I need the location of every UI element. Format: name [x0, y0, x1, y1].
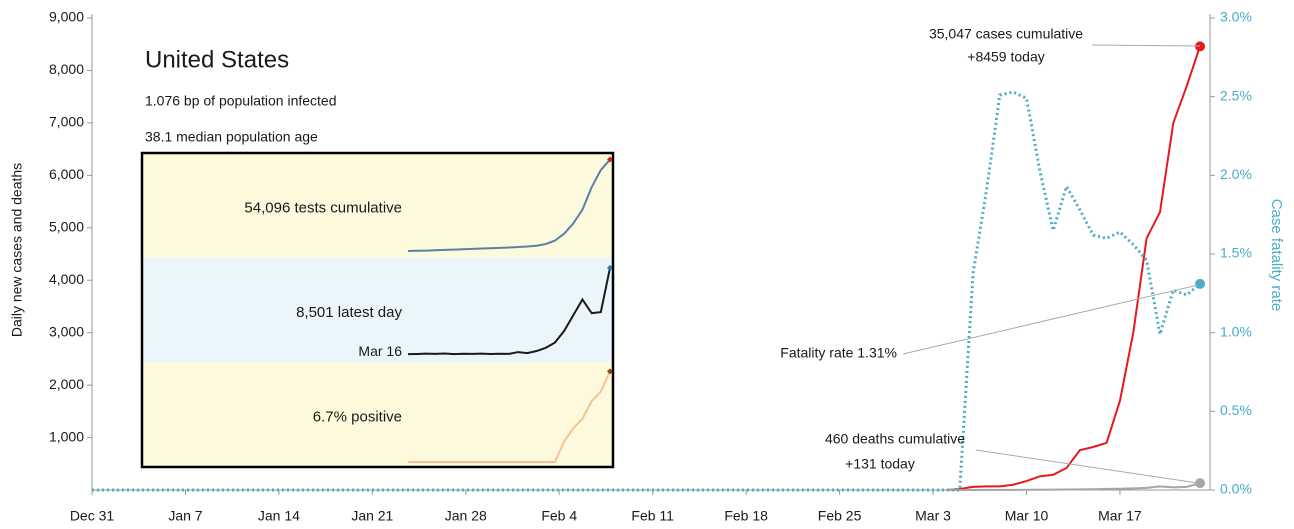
end-marker — [607, 156, 613, 163]
y-tick-label: 2,000 — [49, 376, 84, 392]
y-tick-label: 4,000 — [49, 271, 84, 287]
y-tick-label: 3,000 — [49, 323, 84, 339]
inset-band — [142, 153, 613, 258]
end-marker — [1195, 41, 1206, 52]
sparkline — [408, 370, 611, 463]
inset-band — [142, 257, 613, 363]
series-line — [92, 90, 1201, 492]
y2-tick-label: 1.5% — [1220, 245, 1252, 261]
inset-band — [142, 362, 613, 467]
inset-frame — [140, 151, 615, 469]
y-tick-label: 7,000 — [49, 114, 84, 130]
leader-line — [902, 284, 1199, 355]
sparkline — [407, 267, 611, 356]
x-tick-label: Feb 11 — [631, 508, 674, 524]
x-tick-label: Jan 7 — [168, 508, 202, 524]
leader-line — [1091, 44, 1201, 47]
y2-tick-label: 0.0% — [1220, 481, 1252, 497]
x-tick-label: Mar 10 — [1005, 508, 1049, 524]
subtitle: 1.076 bp of population infected — [145, 93, 337, 109]
y2-axis-label: Case fatality rate — [1268, 199, 1285, 312]
panel-label: 54,096 tests cumulative — [244, 199, 402, 216]
y-tick-label: 9,000 — [49, 9, 84, 25]
x-tick-label: Feb 18 — [724, 508, 768, 524]
panel-label: 8,501 latest day — [296, 304, 402, 321]
chart-title: United States — [145, 46, 289, 73]
end-marker — [1195, 278, 1206, 289]
y-tick-label: 1,000 — [49, 428, 84, 444]
annotation: 35,047 cases cumulative — [929, 26, 1083, 42]
subtitle: 38.1 median population age — [145, 129, 318, 145]
x-tick-label: Dec 31 — [70, 508, 115, 524]
panel-label: 6.7% positive — [313, 409, 402, 426]
y-axis-label: Daily new cases and deaths — [9, 163, 25, 337]
series-line — [946, 482, 1201, 491]
x-tick-label: Jan 14 — [258, 508, 300, 524]
end-marker — [607, 264, 613, 271]
leader-line — [975, 449, 1199, 484]
x-tick-label: Feb 4 — [541, 508, 577, 524]
annotation: 460 deaths cumulative — [825, 431, 965, 447]
end-marker — [607, 368, 613, 375]
y2-tick-label: 1.0% — [1220, 323, 1252, 339]
y-tick-label: 8,000 — [49, 61, 84, 77]
annotation: Fatality rate 1.31% — [780, 345, 897, 361]
y2-tick-label: 3.0% — [1220, 9, 1252, 25]
y-tick-label: 5,000 — [49, 218, 84, 234]
x-tick-label: Mar 17 — [1098, 508, 1142, 524]
x-tick-label: Jan 28 — [445, 508, 487, 524]
sparkline — [407, 158, 611, 252]
panel-date: Mar 16 — [358, 343, 402, 359]
annotation: +131 today — [845, 456, 915, 472]
y-tick-label: 6,000 — [49, 166, 84, 182]
y2-tick-label: 2.5% — [1220, 87, 1252, 103]
x-tick-label: Jan 21 — [351, 508, 393, 524]
end-marker — [1195, 478, 1206, 489]
series-line — [946, 46, 1201, 491]
y2-tick-label: 2.0% — [1220, 166, 1252, 182]
x-tick-label: Feb 25 — [818, 508, 862, 524]
y2-tick-label: 0.5% — [1220, 402, 1252, 418]
x-tick-label: Mar 3 — [915, 508, 951, 524]
annotation: +8459 today — [967, 49, 1044, 65]
